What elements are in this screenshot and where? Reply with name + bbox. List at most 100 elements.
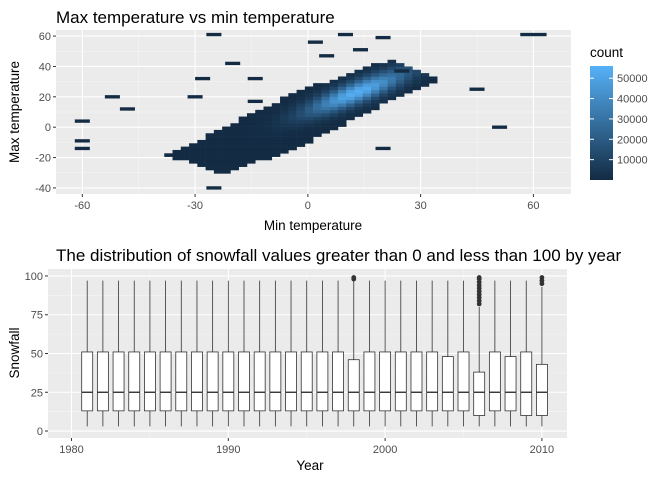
heatmap-tile	[230, 159, 239, 164]
heatmap-tile	[225, 61, 241, 66]
heatmap-tile	[379, 96, 388, 101]
heatmap-tile	[230, 129, 239, 134]
heatmap-tile	[395, 83, 405, 87]
boxplot-chart: The distribution of snowfall values grea…	[7, 246, 621, 473]
heatmap-tile	[404, 89, 413, 94]
heatmap-tile	[263, 119, 273, 124]
heatmap-tile	[371, 103, 380, 107]
box-1985	[144, 280, 156, 427]
heatmap-title: Max temperature vs min temperature	[56, 8, 335, 27]
heatmap-tile	[222, 139, 231, 144]
heatmap-tile	[379, 66, 388, 71]
heatmap-tile	[362, 86, 372, 91]
heatmap-tile	[329, 79, 339, 84]
legend-colorbar	[590, 66, 613, 180]
heatmap-tile	[346, 106, 355, 111]
heatmap-tile	[222, 133, 231, 137]
box-2004	[441, 280, 454, 427]
box-1999	[363, 280, 376, 427]
heatmap-tile	[280, 149, 289, 154]
heatmap-legend: count 10000 20000 30000 40000 50000	[590, 45, 648, 180]
heatmap-tile	[354, 89, 364, 94]
heatmap-tile	[313, 96, 322, 101]
heatmap-tile	[213, 139, 223, 144]
heatmap-tile	[412, 69, 421, 74]
heatmap-tile	[337, 116, 347, 121]
heatmap-tile	[313, 133, 322, 137]
heatmap-tile	[371, 86, 380, 91]
heatmap-tile	[304, 96, 314, 101]
heatmap-tile	[412, 73, 421, 77]
heatmap-tile	[404, 83, 413, 87]
heatmap-tile	[222, 126, 231, 131]
heatmap-tile	[420, 79, 430, 84]
heatmap-tile	[404, 76, 413, 81]
heatmap-tile	[321, 103, 330, 107]
heatmap-tile	[313, 93, 322, 97]
heatmap-chart: Max temperature vs min temperature -40 -2…	[7, 8, 648, 233]
heatmap-tile	[304, 103, 314, 107]
heatmap-tile	[246, 146, 256, 151]
heatmap-tile	[395, 89, 405, 94]
legend-label: 40000	[617, 94, 648, 106]
heatmap-tile	[238, 153, 248, 157]
heatmap-tile	[288, 129, 297, 134]
box-1981	[81, 280, 94, 427]
heatmap-tile	[280, 139, 289, 144]
box-1992	[253, 280, 266, 427]
heatmap-tile	[346, 116, 355, 121]
heatmap-tile	[230, 163, 239, 167]
heatmap-tile	[296, 129, 306, 134]
heatmap-tile	[255, 129, 264, 134]
box-body	[394, 351, 407, 412]
heatmap-tile	[271, 109, 281, 114]
heatmap-tile	[180, 156, 190, 161]
heatmap-tile	[354, 113, 364, 117]
heatmap-tile	[313, 99, 322, 104]
heatmap-tile	[280, 106, 289, 111]
box-1998	[347, 275, 360, 427]
heatmap-tile	[271, 149, 281, 154]
heatmap-tile	[313, 113, 322, 117]
heatmap-tile	[371, 96, 380, 101]
heatmap-tile	[255, 143, 264, 147]
heatmap-tile	[288, 106, 297, 111]
heatmap-tile	[354, 96, 364, 101]
heatmap-tile	[271, 106, 281, 111]
heatmap-tile	[313, 126, 322, 131]
heatmap-tile	[263, 146, 273, 151]
x-tick-label: 60	[527, 200, 539, 212]
heatmap-tile	[280, 99, 289, 104]
heatmap-tile	[263, 116, 273, 121]
heatmap-tile	[354, 76, 364, 81]
heatmap-tile	[189, 156, 198, 161]
heatmap-tile	[238, 159, 248, 164]
heatmap-tile	[263, 149, 273, 154]
heatmap-tile	[313, 89, 322, 94]
heatmap-tile	[304, 99, 314, 104]
heatmap-tile	[520, 32, 547, 37]
y-tick-label: 50	[31, 349, 43, 361]
heatmap-tile	[205, 153, 215, 157]
heatmap-tile	[387, 86, 397, 91]
box-2008	[504, 280, 517, 427]
heatmap-tile	[280, 129, 289, 134]
heatmap-tile	[222, 129, 231, 134]
heatmap-tile	[246, 156, 256, 161]
heatmap-tile	[296, 106, 306, 111]
heatmap-tile	[296, 133, 306, 137]
heatmap-tile	[263, 139, 273, 144]
box-1984	[128, 280, 141, 427]
box-body	[96, 351, 109, 412]
boxplot-title: The distribution of snowfall values grea…	[56, 246, 621, 265]
heatmap-tile	[288, 93, 297, 97]
heatmap-tile	[329, 99, 339, 104]
heatmap-tile	[271, 129, 281, 134]
heatmap-tile	[206, 186, 222, 190]
heatmap-tile	[321, 119, 330, 124]
heatmap-tile	[280, 113, 289, 117]
heatmap-tile	[362, 99, 372, 104]
box-2005	[457, 280, 470, 427]
box-body	[363, 351, 376, 412]
heatmap-tile	[197, 156, 206, 161]
